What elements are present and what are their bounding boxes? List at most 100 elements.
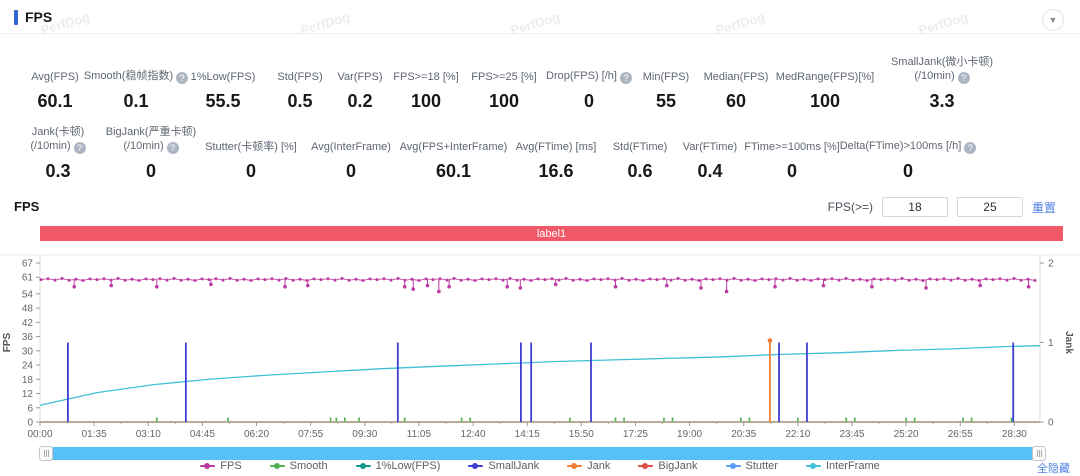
- stat-value: 0: [245, 161, 256, 181]
- stat-label-line: Std(FPS): [277, 71, 323, 83]
- x-axis-tick-label: 15:50: [569, 429, 594, 440]
- help-icon[interactable]: ?: [166, 142, 179, 154]
- stat-cell: BigJank(严重卡顿) (/10min)? 0: [101, 124, 201, 182]
- left-axis-title: FPS: [2, 332, 13, 352]
- legend-item-fps[interactable]: FPS: [200, 460, 242, 472]
- legend-item-smooth[interactable]: Smooth: [269, 460, 328, 472]
- legend-label: 1%Low(FPS): [375, 460, 441, 472]
- stat-label-line: Stutter(卡顿率) [%]: [205, 141, 297, 153]
- x-axis-tick-label: 11:05: [407, 429, 432, 440]
- stat-value: 60.1: [435, 161, 472, 181]
- fps-threshold-input-1[interactable]: [881, 197, 948, 217]
- legend-row: FPS Smooth 1%Low(FPS) SmallJank Jank BigJank S…: [0, 458, 1080, 475]
- stat-label: Drop(FPS) [/h]?: [546, 54, 632, 84]
- stat-label: Avg(FPS+InterFrame): [400, 124, 508, 154]
- stat-cell: Drop(FPS) [/h]? 0: [545, 54, 633, 112]
- stats-row-2: Jank(卡顿) (/10min)? 0.3 BigJank(严重卡顿) (/10min…: [15, 124, 978, 182]
- stat-value: 100: [410, 91, 442, 111]
- stat-label-line: (/10min)?: [914, 69, 970, 84]
- x-axis-tick-label: 00:00: [27, 429, 52, 440]
- stat-label: Std(FTime): [613, 124, 668, 154]
- stat-label-line: MedRange(FPS)[%]: [775, 71, 875, 83]
- x-axis-tick-label: 22:10: [785, 429, 810, 440]
- stat-cell: Avg(FPS) 60.1: [15, 54, 95, 112]
- stat-label-line: Delta(FTime)>100ms [/h]?: [840, 139, 977, 154]
- legend-label: Jank: [587, 460, 611, 472]
- legend-marker-dot: [359, 463, 366, 469]
- stat-label: 1%Low(FPS): [191, 54, 256, 84]
- hide-all-link[interactable]: 全隐藏: [1037, 463, 1070, 475]
- stat-value: 60.1: [37, 91, 73, 111]
- stat-cell: Avg(InterFrame) 0: [301, 124, 401, 182]
- stat-cell: Avg(FTime) [ms] 16.6: [506, 124, 606, 182]
- stat-value: 0.6: [627, 161, 653, 181]
- stat-label-line: Smooth(稳帧指数)?: [84, 69, 189, 84]
- legend-item-bigjank[interactable]: BigJank: [638, 460, 698, 472]
- collapse-button[interactable]: ▼: [1042, 9, 1064, 31]
- legend-label: InterFrame: [825, 460, 880, 472]
- stat-value: 100: [809, 91, 841, 111]
- legend-label: FPS: [220, 460, 242, 472]
- stat-label: Stutter(卡顿率) [%]: [205, 124, 297, 154]
- fps-threshold-input-2[interactable]: [956, 197, 1023, 217]
- stat-label: BigJank(严重卡顿) (/10min)?: [106, 124, 196, 154]
- jank-series: [767, 338, 773, 422]
- left-axis-tick-label: 36: [22, 332, 34, 343]
- right-axis-tick-label: 1: [1048, 338, 1054, 349]
- label-banner: label1: [40, 226, 1063, 241]
- reset-link[interactable]: 重置: [1031, 200, 1056, 215]
- legend-item-interframe[interactable]: InterFrame: [805, 460, 880, 472]
- legend-marker: [638, 462, 654, 470]
- legend-item-smalljank[interactable]: SmallJank: [468, 460, 539, 472]
- stat-label: SmallJank(微小卡顿) (/10min)?: [891, 54, 993, 84]
- legend-label: Stutter: [745, 460, 778, 472]
- stat-cell: MedRange(FPS)[%] 100: [773, 54, 877, 112]
- stat-value: 55.5: [205, 91, 241, 111]
- x-axis-tick-label: 26:55: [948, 429, 973, 440]
- stat-label-line: FPS>=25 [%]: [471, 71, 537, 83]
- legend-label: Smooth: [289, 460, 328, 472]
- scrollbar-left-handle[interactable]: [39, 446, 53, 461]
- stat-label-line: Std(FTime): [612, 141, 668, 153]
- stat-value: 0.4: [697, 161, 723, 181]
- left-axis-tick-label: 67: [22, 259, 34, 270]
- legend-item-jank[interactable]: Jank: [567, 460, 610, 472]
- left-axis-tick-label: 6: [27, 403, 33, 414]
- stat-cell: Var(FTime) 0.4: [674, 124, 746, 182]
- stat-label: Min(FPS): [643, 54, 689, 84]
- stat-label-line: Jank(卡顿): [31, 126, 85, 138]
- legend-marker-dot: [642, 463, 649, 469]
- stat-cell: FPS>=25 [%] 100: [463, 54, 545, 112]
- help-icon[interactable]: ?: [619, 72, 632, 84]
- x-axis-tick-label: 28:30: [1002, 429, 1027, 440]
- help-icon[interactable]: ?: [964, 142, 977, 154]
- fps-series: [39, 277, 1037, 294]
- help-icon[interactable]: ?: [957, 72, 970, 84]
- legend-item-stutter[interactable]: Stutter: [725, 460, 778, 472]
- stat-value: 60: [725, 91, 747, 111]
- left-axis-tick-label: 61: [22, 273, 34, 284]
- stat-label: FTime>=100ms [%]: [744, 124, 840, 154]
- stat-label: Avg(InterFrame): [311, 124, 391, 154]
- fps-threshold-controls: FPS(>=) 重置: [828, 197, 1056, 217]
- stat-value: 0: [786, 161, 797, 181]
- legend-marker-dot: [729, 463, 736, 469]
- legend-marker: [355, 462, 371, 470]
- scrollbar-right-handle[interactable]: [1032, 446, 1046, 461]
- help-icon[interactable]: ?: [176, 72, 189, 84]
- help-icon[interactable]: ?: [73, 142, 86, 154]
- right-axis-title: Jank: [1063, 331, 1074, 354]
- stat-label: Std(FPS): [277, 54, 322, 84]
- left-axis-tick-label: 30: [22, 346, 34, 357]
- legend-marker: [805, 462, 821, 470]
- stat-label: FPS>=18 [%]: [393, 54, 458, 84]
- chart-scrollbar[interactable]: [39, 446, 1046, 461]
- legend-item-1-low-fps-[interactable]: 1%Low(FPS): [355, 460, 441, 472]
- stat-cell: Stutter(卡顿率) [%] 0: [201, 124, 301, 182]
- left-axis-tick-label: 18: [22, 375, 34, 386]
- legend-marker-dot: [472, 463, 479, 469]
- chart-title: FPS: [14, 199, 40, 214]
- stat-label-line: Avg(InterFrame): [311, 141, 391, 153]
